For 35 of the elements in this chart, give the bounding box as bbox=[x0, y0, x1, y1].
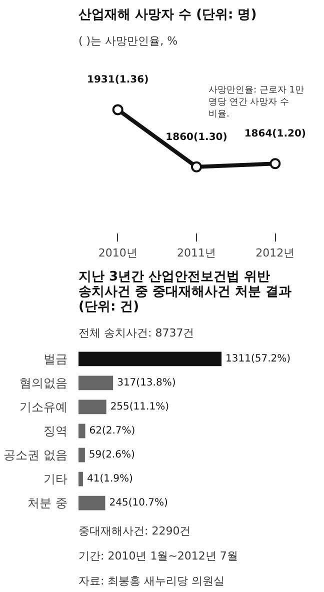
data-label: 62(2.7%) bbox=[89, 426, 136, 436]
y-tick-label: 벌금 bbox=[44, 352, 68, 366]
bar bbox=[78, 496, 106, 510]
data-label: 255(11.1%) bbox=[110, 401, 170, 412]
data-label: 1860(1.30) bbox=[166, 132, 228, 143]
data-label: 1311(57.2%) bbox=[226, 353, 291, 364]
bar bbox=[78, 352, 222, 366]
chart-subtitle: ( )는 사망만인율, % bbox=[78, 34, 178, 48]
chart-title: 산업재해 사망자 수 (단위: 명) bbox=[78, 8, 257, 22]
text: 기간: 2010년 1월~2012년 7월 bbox=[78, 550, 238, 562]
x-tick-label: 2010년 bbox=[98, 246, 138, 260]
bar bbox=[78, 424, 86, 438]
y-tick-label: 처분 중 bbox=[28, 496, 68, 510]
bar bbox=[78, 472, 83, 486]
bar bbox=[78, 376, 114, 390]
text: 중대재해사건: 2290건 bbox=[78, 524, 191, 538]
chart-title: 지난 3년간 산업안전보건법 위반 송치사건 중 중대재해사건 처분 결과 (단위: 건) bbox=[78, 270, 292, 314]
y-tick-label: 징역 bbox=[44, 424, 68, 438]
data-label: 59(2.6%) bbox=[88, 450, 135, 461]
data-label: 1931(1.36) bbox=[87, 74, 149, 86]
data-label: 41(1.9%) bbox=[86, 474, 134, 485]
bar bbox=[78, 400, 106, 414]
text: 자료: 최봉홍 새누리당 의원실 bbox=[78, 574, 225, 588]
chart-subtitle: 전체 송치사건: 8737건 bbox=[78, 326, 194, 340]
x-tick-label: 2011년 bbox=[177, 246, 216, 260]
x-tick-label: 2012년 bbox=[256, 246, 295, 260]
y-tick-label: 기소유예 bbox=[20, 400, 68, 414]
data-label: 245(10.7%) bbox=[109, 498, 168, 509]
y-tick-label: 기타 bbox=[44, 472, 68, 486]
data-label: 1864(1.20) bbox=[244, 128, 306, 140]
y-tick-label: 혐의없음 bbox=[20, 376, 68, 390]
y-tick-label: 공소권 없음 bbox=[4, 448, 68, 462]
annotation: 사망만인율: 근로자 1만 명당 연간 사망자 수 비율. bbox=[208, 86, 304, 120]
data-label: 317(13.8%) bbox=[117, 377, 176, 388]
bar bbox=[78, 448, 85, 462]
